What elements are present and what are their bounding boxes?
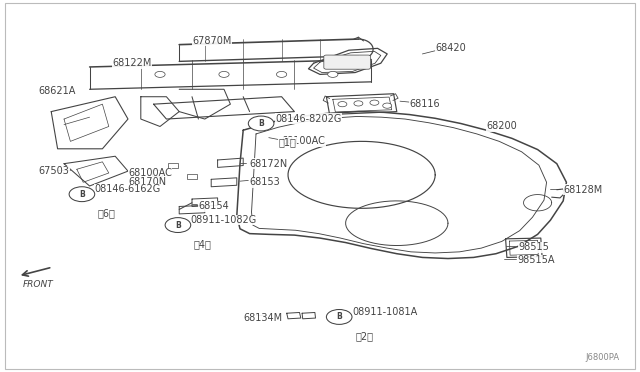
Text: J6800PA: J6800PA: [586, 353, 620, 362]
Circle shape: [328, 71, 338, 77]
Text: 08146-6162G: 08146-6162G: [95, 184, 161, 194]
Bar: [168, 163, 178, 168]
Circle shape: [370, 100, 379, 105]
Text: 68154: 68154: [198, 202, 229, 211]
Circle shape: [354, 101, 363, 106]
Text: 68200: 68200: [486, 122, 517, 131]
Text: 08911-1081A: 08911-1081A: [352, 307, 417, 317]
Text: 68153: 68153: [250, 177, 280, 187]
Circle shape: [383, 103, 392, 108]
Circle shape: [338, 102, 347, 107]
Text: FRONT: FRONT: [23, 280, 54, 289]
Text: 68122M: 68122M: [112, 58, 152, 68]
Text: 98515A: 98515A: [517, 256, 555, 265]
Circle shape: [326, 310, 352, 324]
Text: （2）: （2）: [355, 331, 373, 341]
Text: （6）: （6）: [98, 208, 116, 218]
Text: 68621A: 68621A: [38, 86, 76, 96]
Bar: [187, 174, 197, 179]
Circle shape: [276, 71, 287, 77]
Circle shape: [219, 71, 229, 77]
Text: B: B: [337, 312, 342, 321]
Text: 98515: 98515: [518, 243, 549, 252]
Text: （1）: （1）: [278, 138, 296, 148]
Text: 68420: 68420: [435, 44, 466, 53]
Text: 68100AC: 68100AC: [128, 168, 172, 178]
FancyBboxPatch shape: [324, 55, 371, 69]
Text: 08911-1082G: 08911-1082G: [191, 215, 257, 225]
Circle shape: [248, 116, 274, 131]
Text: 68134M: 68134M: [243, 313, 282, 323]
Text: 68100AC: 68100AC: [282, 137, 326, 146]
Text: B: B: [175, 221, 180, 230]
Text: 68116: 68116: [410, 99, 440, 109]
Text: 68170N: 68170N: [128, 177, 166, 187]
Text: 68172N: 68172N: [250, 159, 288, 169]
Text: 67503: 67503: [38, 166, 69, 176]
Bar: [152, 170, 162, 176]
Text: B: B: [259, 119, 264, 128]
Text: （4）: （4）: [194, 239, 212, 249]
Text: 67870M: 67870M: [192, 36, 232, 46]
Circle shape: [155, 71, 165, 77]
Text: B: B: [79, 190, 84, 199]
Circle shape: [69, 187, 95, 202]
Text: 68128M: 68128M: [563, 185, 602, 195]
Circle shape: [165, 218, 191, 232]
Text: 08146-8202G: 08146-8202G: [275, 113, 342, 124]
